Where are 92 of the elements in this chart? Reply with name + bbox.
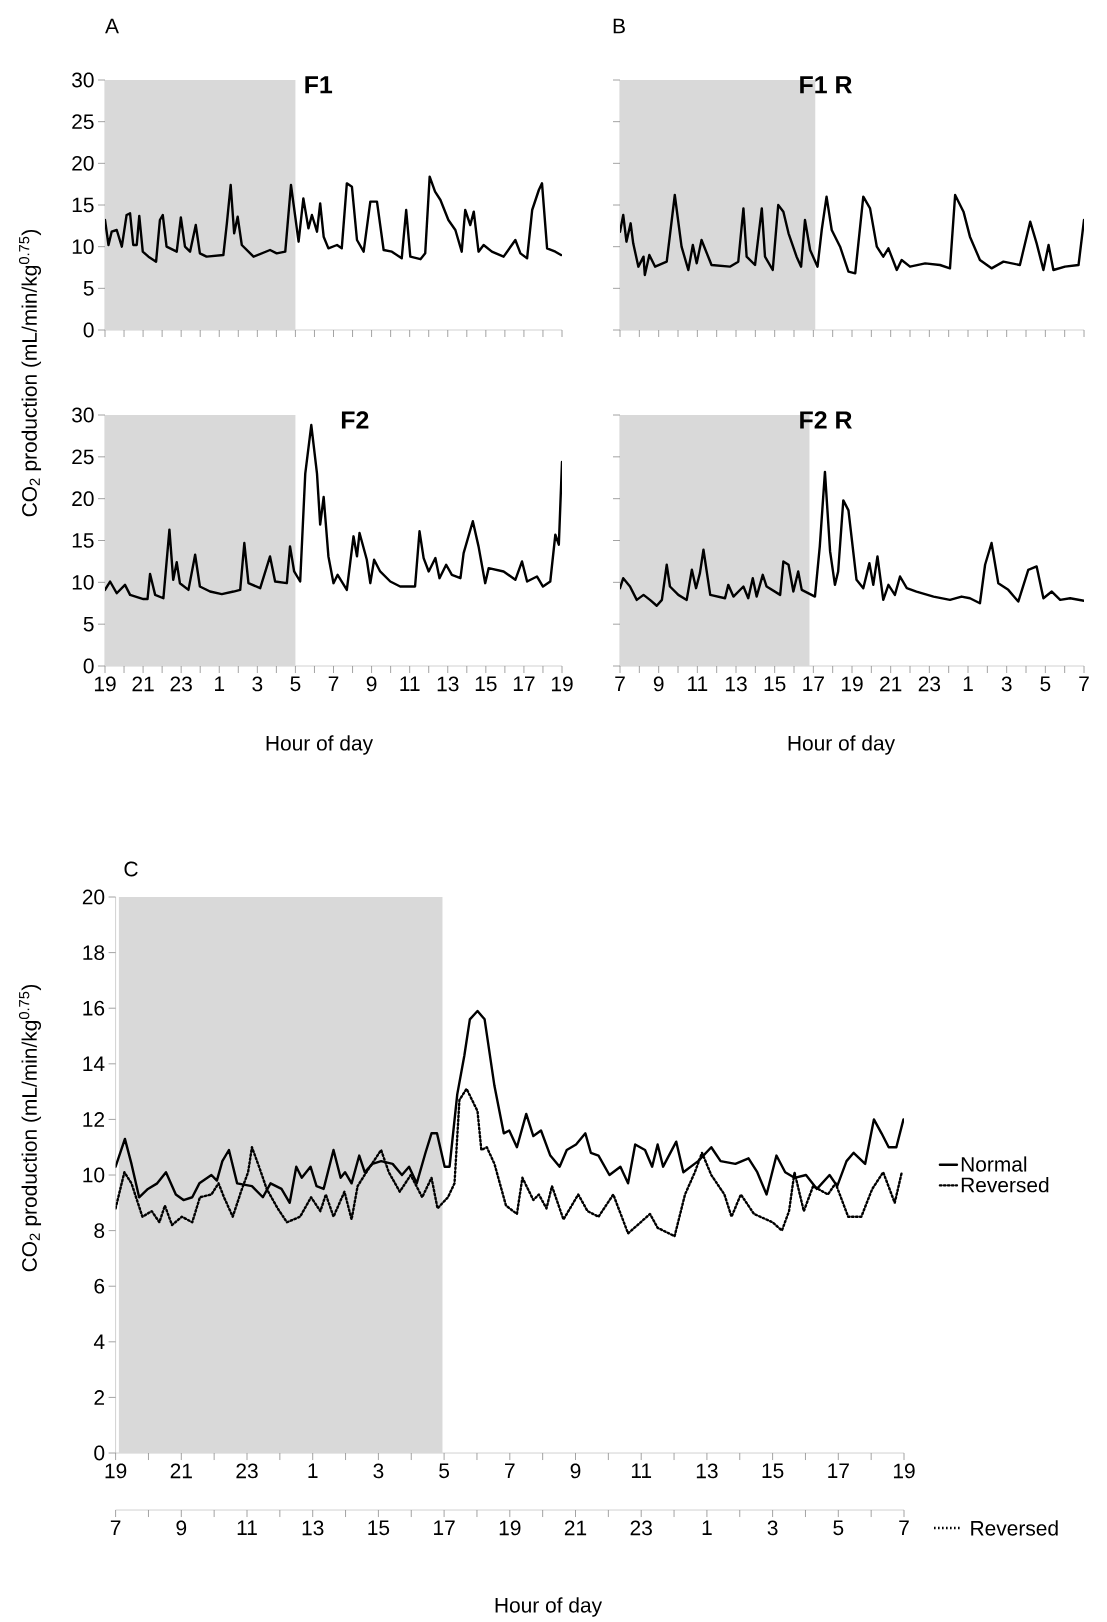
x-tick-label: 15 — [475, 676, 497, 692]
x-tick-label: 19 — [841, 676, 863, 692]
x-tick-label: 5 — [1040, 676, 1051, 692]
legend-label: Normal — [961, 1156, 1027, 1172]
chart-title: F1 — [305, 76, 333, 94]
y-tick-label: 10 — [72, 239, 94, 255]
y-tick-label: 30 — [72, 72, 94, 88]
x-tick-label: 11 — [631, 1463, 652, 1478]
y-tick-label: 12 — [83, 1112, 105, 1127]
y-tick-label: 2 — [94, 1390, 105, 1405]
x-tick-label: 9 — [366, 676, 377, 692]
y-tick-label: 15 — [72, 533, 94, 548]
y-tick-label: 25 — [72, 114, 94, 130]
x-tick-label: 5 — [290, 676, 301, 692]
x2-tick-label: 3 — [767, 1520, 778, 1536]
x2-tick-label: 7 — [110, 1520, 121, 1535]
y-tick-label: 10 — [72, 574, 94, 590]
x2-tick-label: 13 — [302, 1520, 324, 1536]
x-tick-label: 11 — [400, 676, 420, 691]
y-tick-label: 0 — [94, 1445, 105, 1461]
x2-tick-label: 9 — [176, 1520, 187, 1536]
x-tick-label: 13 — [725, 676, 747, 692]
y-tick-label: 16 — [83, 1000, 105, 1016]
x-axis-title: Hour of day — [266, 735, 374, 755]
y-tick-label: 0 — [83, 322, 94, 338]
x-tick-label: 11 — [688, 676, 708, 691]
x-tick-label: 19 — [94, 676, 116, 692]
x-tick-label: 9 — [653, 676, 664, 692]
x-tick-label: 9 — [570, 1463, 581, 1479]
x-tick-label: 19 — [893, 1463, 915, 1479]
y-axis-title: CO$_{2}$ production (mL/min/kg$^{0.75}$) — [18, 984, 42, 1272]
y-tick-label: 8 — [94, 1223, 105, 1239]
y-tick-label: 30 — [72, 407, 94, 423]
x-tick-label: 3 — [252, 676, 263, 692]
y-tick-label: 20 — [72, 155, 94, 171]
y-tick-label: 5 — [83, 281, 94, 296]
y-tick-label: 18 — [83, 945, 105, 961]
x-tick-label: 7 — [328, 676, 339, 691]
x2-tick-label: 7 — [899, 1520, 909, 1535]
x2-tick-label: 15 — [368, 1520, 390, 1536]
text: C — [124, 861, 138, 877]
x-tick-label: 23 — [236, 1463, 258, 1479]
legend-label: Reversed — [961, 1177, 1049, 1193]
x-tick-label: 17 — [828, 1463, 849, 1478]
chart-title: F2 — [341, 411, 369, 429]
x2-tick-label: 11 — [237, 1520, 257, 1535]
x-tick-label: 19 — [551, 676, 573, 692]
x2-tick-label: 23 — [630, 1520, 652, 1536]
chart-title: F2 R — [800, 411, 852, 429]
x-tick-label: 3 — [1001, 676, 1012, 692]
x-tick-label: 5 — [439, 1463, 450, 1479]
x-tick-label: 15 — [764, 676, 786, 692]
y-tick-label: 20 — [82, 889, 105, 905]
x-tick-label: 13 — [437, 676, 459, 692]
y-tick-label: 5 — [83, 616, 94, 632]
x-tick-label: 7 — [615, 676, 625, 691]
y-tick-label: 0 — [83, 658, 94, 674]
x-tick-label: 19 — [105, 1463, 127, 1479]
x2-tick-label: 21 — [564, 1520, 587, 1536]
y-tick-label: 14 — [83, 1056, 105, 1072]
y-axis-title: CO$_{2}$ production (mL/min/kg$^{0.75}$) — [18, 229, 42, 517]
text: B — [613, 18, 625, 34]
x-tick-label: 23 — [918, 676, 941, 692]
x-tick-label: 15 — [762, 1463, 784, 1479]
x-tick-label: 23 — [170, 676, 192, 692]
x-tick-label: 21 — [170, 1463, 192, 1479]
x-axis-title: Hour of day — [788, 735, 896, 755]
x-tick-label: 17 — [803, 676, 824, 691]
x-tick-label: 21 — [132, 676, 154, 692]
x2-tick-label: 5 — [833, 1520, 844, 1536]
x-tick-label: 1 — [215, 676, 225, 691]
x-tick-label: 7 — [505, 1463, 515, 1478]
x-tick-label: 21 — [880, 676, 902, 692]
x-tick-label: 7 — [1079, 676, 1089, 691]
x-tick-label: 1 — [963, 676, 973, 691]
x-tick-label: 17 — [513, 676, 535, 691]
x2-tick-label: 19 — [499, 1520, 521, 1536]
chart-title: F1 R — [800, 76, 852, 94]
y-tick-label: 25 — [72, 449, 94, 465]
x-tick-label: 3 — [373, 1463, 384, 1479]
x2-tick-label: 1 — [702, 1520, 712, 1535]
x2-tick-label: 17 — [434, 1520, 455, 1535]
text: A — [105, 18, 119, 34]
y-tick-label: 20 — [72, 491, 94, 507]
x2-axis-title: Reversed — [971, 1520, 1058, 1536]
y-tick-label: 15 — [72, 197, 94, 213]
y-tick-label: 4 — [93, 1334, 105, 1350]
y-tick-label: 6 — [94, 1278, 105, 1294]
y-tick-label: 10 — [83, 1167, 105, 1183]
x-tick-label: 13 — [696, 1463, 718, 1479]
x-axis-title: Hour of day — [495, 1597, 603, 1617]
x-tick-label: 1 — [308, 1463, 318, 1478]
